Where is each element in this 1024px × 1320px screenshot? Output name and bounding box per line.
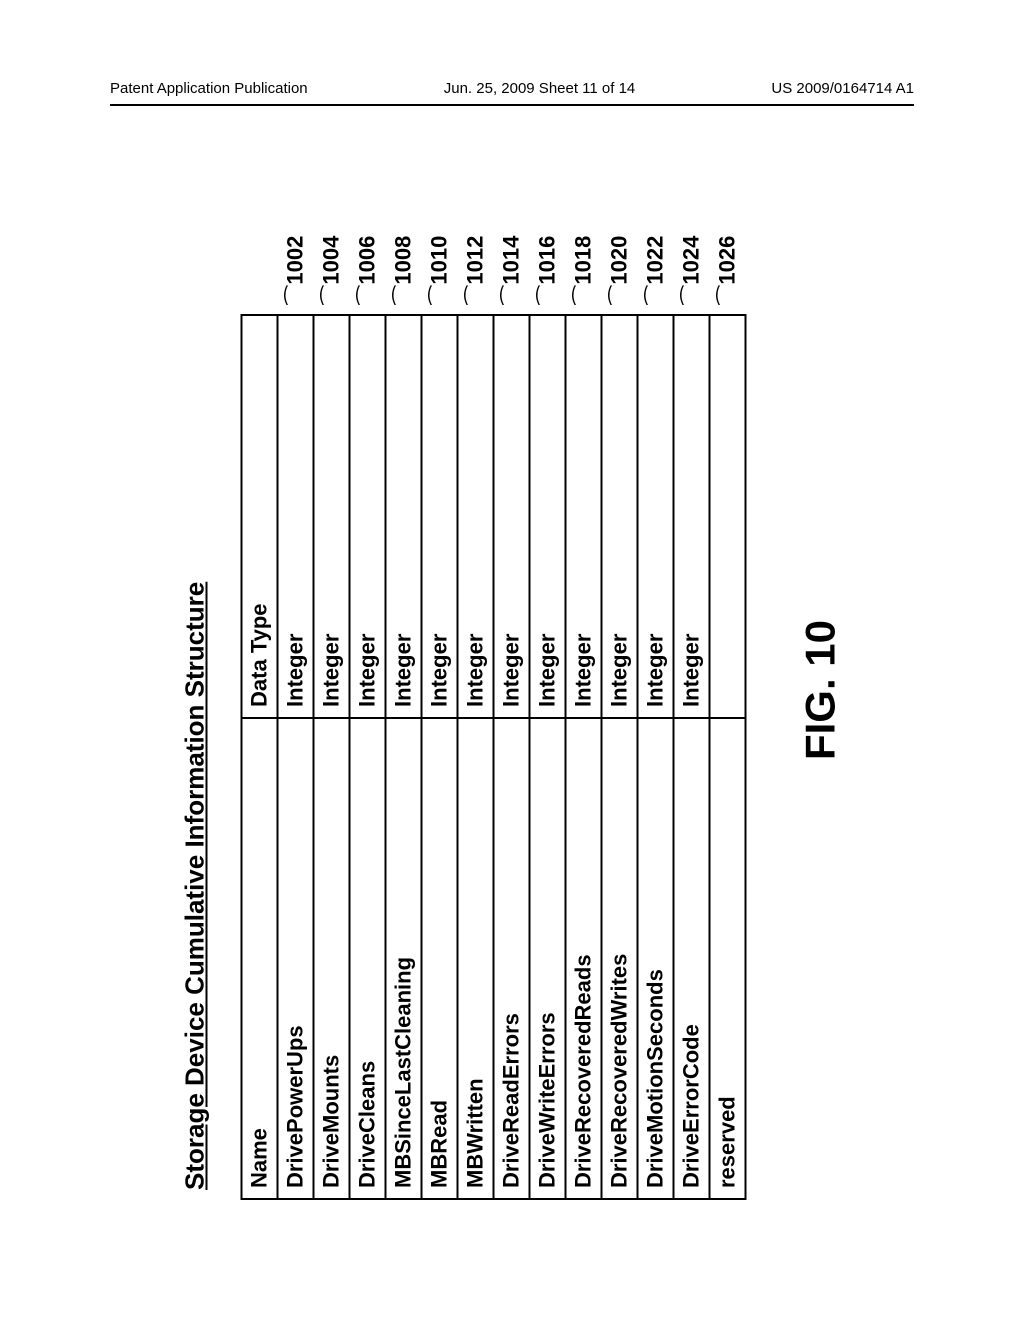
cell-ref: ⁀ 1012 <box>458 181 494 315</box>
ref-number: 1002 <box>283 236 308 285</box>
ref-arc-icon: ⁀ <box>285 287 311 305</box>
ref-number: 1016 <box>535 236 560 285</box>
cell-name: DriveMounts <box>314 718 350 1199</box>
cell-type: Integer <box>638 315 674 718</box>
col-header-ref <box>242 181 278 315</box>
col-header-name: Name <box>242 718 278 1199</box>
cell-type: Integer <box>350 315 386 718</box>
cell-name: DriveRecoveredWrites <box>602 718 638 1199</box>
cell-ref: ⁀ 1004 <box>314 181 350 315</box>
cell-type: Integer <box>314 315 350 718</box>
ref-number: 1022 <box>643 236 668 285</box>
ref-number: 1010 <box>427 236 452 285</box>
ref-arc-icon: ⁀ <box>357 287 383 305</box>
cell-name: DriveCleans <box>350 718 386 1199</box>
cell-type: Integer <box>386 315 422 718</box>
cell-ref: ⁀ 1014 <box>494 181 530 315</box>
cell-ref: ⁀ 1010 <box>422 181 458 315</box>
header-center: Jun. 25, 2009 Sheet 11 of 14 <box>444 80 636 97</box>
table-row: MBSinceLastCleaningInteger ⁀ 1008 <box>386 181 422 1199</box>
col-header-type: Data Type <box>242 315 278 718</box>
table-row: DriveMotionSecondsInteger ⁀ 1022 <box>638 181 674 1199</box>
cell-type: Integer <box>422 315 458 718</box>
cell-name: MBSinceLastCleaning <box>386 718 422 1199</box>
cell-ref: ⁀ 1018 <box>566 181 602 315</box>
ref-arc-icon: ⁀ <box>573 287 599 305</box>
cell-type: Integer <box>674 315 710 718</box>
figure-content: Storage Device Cumulative Information St… <box>180 180 845 1200</box>
cell-name: MBRead <box>422 718 458 1199</box>
ref-arc-icon: ⁀ <box>537 287 563 305</box>
ref-number: 1006 <box>355 236 380 285</box>
cell-ref: ⁀ 1022 <box>638 181 674 315</box>
table-row: DriveMountsInteger ⁀ 1004 <box>314 181 350 1199</box>
cell-type: Integer <box>530 315 566 718</box>
cell-type: Integer <box>602 315 638 718</box>
table-row: DriveWriteErrorsInteger ⁀ 1016 <box>530 181 566 1199</box>
cell-name: DrivePowerUps <box>278 718 314 1199</box>
ref-number: 1020 <box>607 236 632 285</box>
cell-name: DriveReadErrors <box>494 718 530 1199</box>
page-header: Patent Application Publication Jun. 25, … <box>110 80 914 97</box>
figure-label: FIG. 10 <box>797 180 845 1200</box>
cell-name: DriveWriteErrors <box>530 718 566 1199</box>
cell-name: reserved <box>710 718 746 1199</box>
ref-arc-icon: ⁀ <box>717 287 743 305</box>
table-row: DriveRecoveredReadsInteger ⁀ 1018 <box>566 181 602 1199</box>
header-rule <box>110 104 914 106</box>
ref-arc-icon: ⁀ <box>609 287 635 305</box>
table-row: reserved ⁀ 1026 <box>710 181 746 1199</box>
cell-type <box>710 315 746 718</box>
table-row: DriveCleansInteger ⁀ 1006 <box>350 181 386 1199</box>
table-row: DriveRecoveredWritesInteger ⁀ 1020 <box>602 181 638 1199</box>
cell-type: Integer <box>566 315 602 718</box>
header-right: US 2009/0164714 A1 <box>771 80 914 97</box>
table-row: DriveReadErrorsInteger ⁀ 1014 <box>494 181 530 1199</box>
table-row: MBReadInteger ⁀ 1010 <box>422 181 458 1199</box>
cell-type: Integer <box>458 315 494 718</box>
table-row: DriveErrorCodeInteger ⁀ 1024 <box>674 181 710 1199</box>
ref-number: 1018 <box>571 236 596 285</box>
cell-ref: ⁀ 1008 <box>386 181 422 315</box>
table-header-row: Name Data Type <box>242 181 278 1199</box>
cell-ref: ⁀ 1002 <box>278 181 314 315</box>
cell-name: MBWritten <box>458 718 494 1199</box>
cell-ref: ⁀ 1016 <box>530 181 566 315</box>
ref-number: 1008 <box>391 236 416 285</box>
structure-table: Name Data Type DrivePowerUpsInteger⁀1002… <box>241 180 747 1200</box>
cell-type: Integer <box>278 315 314 718</box>
cell-ref: ⁀ 1020 <box>602 181 638 315</box>
ref-number: 1024 <box>679 236 704 285</box>
ref-arc-icon: ⁀ <box>321 287 347 305</box>
ref-arc-icon: ⁀ <box>429 287 455 305</box>
ref-arc-icon: ⁀ <box>501 287 527 305</box>
ref-arc-icon: ⁀ <box>681 287 707 305</box>
ref-number: 1026 <box>715 236 740 285</box>
cell-ref: ⁀ 1006 <box>350 181 386 315</box>
cell-ref: ⁀ 1024 <box>674 181 710 315</box>
cell-name: DriveMotionSeconds <box>638 718 674 1199</box>
cell-ref: ⁀ 1026 <box>710 181 746 315</box>
ref-arc-icon: ⁀ <box>393 287 419 305</box>
ref-arc-icon: ⁀ <box>465 287 491 305</box>
table-row: DrivePowerUpsInteger ⁀ 1002 <box>278 181 314 1199</box>
ref-number: 1014 <box>499 236 524 285</box>
ref-number: 1004 <box>319 236 344 285</box>
ref-arc-icon: ⁀ <box>645 287 671 305</box>
header-left: Patent Application Publication <box>110 80 308 97</box>
cell-name: DriveErrorCode <box>674 718 710 1199</box>
table-row: MBWrittenInteger ⁀ 1012 <box>458 181 494 1199</box>
cell-type: Integer <box>494 315 530 718</box>
ref-number: 1012 <box>463 236 488 285</box>
cell-name: DriveRecoveredReads <box>566 718 602 1199</box>
figure-title: Storage Device Cumulative Information St… <box>180 180 211 1200</box>
